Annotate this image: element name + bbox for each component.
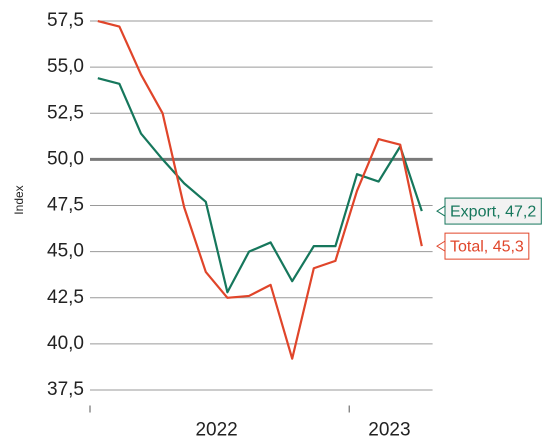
series-line [97,19,423,360]
end-label: Total, 45,3 [450,238,524,255]
y-tick-label: 42,5 [47,287,84,308]
series-line [97,77,423,294]
end-label-pointer [436,240,446,252]
y-tick-label: 45,0 [47,241,84,262]
y-tick-label: 50,0 [47,148,84,169]
y-tick-label: 47,5 [47,195,84,216]
x-tick-label: 2022 [195,420,237,441]
end-label-box [444,197,542,225]
y-tick-label: 57,5 [47,10,84,31]
y-tick-label: 55,0 [47,56,84,77]
y-axis-label: Index [12,185,26,214]
end-label-box [444,232,530,260]
y-tick-label: 52,5 [47,102,84,123]
x-tick-label: 2023 [368,420,410,441]
end-label-pointer [436,205,446,217]
y-tick-label: 40,0 [47,333,84,354]
y-tick-label: 37,5 [47,379,84,400]
end-label: Export, 47,2 [450,203,536,220]
